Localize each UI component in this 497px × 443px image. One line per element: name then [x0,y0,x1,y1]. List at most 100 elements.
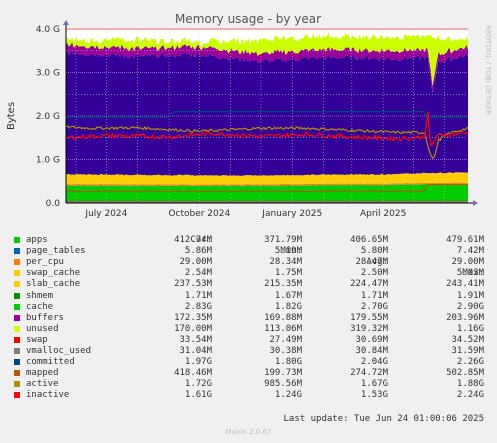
legend-name: inactive [26,390,70,401]
legend-min: 371.79M [264,235,302,246]
legend-name: slab_cache [26,279,81,290]
legend-swatch [14,348,20,355]
legend-min: 1.80G [274,357,302,368]
legend-swatch [14,281,20,288]
legend-max: 29.00M [451,257,484,268]
tick-labels: 0.0 1.0 G 2.0 G 3.0 G 4.0 G July 2024 October … [36,25,406,219]
legend-row-committed: committed 1.97G 1.80G 2.04G 2.26G [14,357,484,368]
legend-max: 1.16G [456,323,484,334]
legend-min: 215.35M [264,279,302,290]
legend-name: active [26,379,59,390]
legend-row-active: active 1.72G 985.56M 1.67G 1.88G [14,379,484,390]
legend-avg: 28.47M [355,257,388,268]
munin-version: Munin 2.0.67 [225,428,272,436]
legend-swatch [14,303,20,310]
header-min: Min: [280,246,302,257]
legend-name: apps [26,235,48,246]
legend-cur: 172.35M [174,312,212,323]
legend-min: 30.38M [269,346,302,357]
area-page_tables [66,183,468,187]
stacked-areas [66,32,468,203]
legend-swatch [14,292,20,299]
legend-swatch [14,314,20,321]
line-active [65,124,469,159]
legend-swatch [14,270,20,277]
legend-avg: 1.71M [360,290,388,301]
y-tick-label: 3.0 G [36,69,60,79]
legend-row-page_tables: page_tables 5.86M 5.09M 5.80M 7.42M [14,246,484,257]
x-tick-label: July 2024 [84,209,127,219]
x-tick-label: January 2025 [261,209,322,219]
legend-cur: 1.61G [184,390,212,401]
legend-name: unused [26,323,59,334]
last-update: Last update: Tue Jun 24 01:00:06 2025 [283,414,484,424]
legend-row-shmem: shmem 1.71M 1.67M 1.71M 1.91M [14,291,484,302]
rrdtool-credit: RRDTOOL / TOBI OETIKER [484,25,492,115]
legend-row-slab_cache: slab_cache 237.53M 215.35M 224.47M 243.41M [14,279,484,290]
legend-name: shmem [26,290,54,301]
legend-avg: 2.70G [360,301,388,312]
x-tick-label: April 2025 [360,209,406,219]
legend-row-per_cpu: per_cpu 29.00M 28.34M 28.47M 29.00M [14,257,484,268]
y-tick-label: 1.0 G [36,156,60,166]
legend-rows: apps 412.74M 371.79M 406.65M 479.61M page_tab… [14,235,484,401]
area-slab_cache [66,172,468,185]
legend-name: per_cpu [26,257,64,268]
legend-avg: 2.04G [360,357,388,368]
chart-title: Memory usage - by year [175,12,321,26]
legend-name: committed [26,357,75,368]
legend-name: buffers [26,312,64,323]
legend-min: 1.82G [274,301,302,312]
memory-chart: Memory usage - by year Bytes RRDTOOL / T… [6,12,492,219]
legend-avg: 274.72M [350,368,388,379]
legend-row-mapped: mapped 418.46M 199.73M 274.72M 502.85M [14,368,484,379]
line-mapped [66,184,468,192]
line-series [65,111,469,203]
legend-max: 502.85M [446,368,484,379]
legend-cur: 237.53M [174,279,212,290]
legend-name: page_tables [26,246,86,257]
legend-swatch [14,259,20,266]
line-committed [66,111,468,118]
x-tick-label: October 2024 [168,209,230,219]
legend-avg: 224.47M [350,279,388,290]
legend-row-inactive: inactive 1.61G 1.24G 1.53G 2.24G [14,390,484,401]
legend-row-swap_cache: swap_cache 2.54M 1.75M 2.50M 5.03M [14,268,484,279]
y-tick-label: 4.0 G [36,25,60,35]
legend-cur: 5.86M [184,246,212,257]
legend-table: Cur: Min: Avg: Max: apps 412.74M 371.79M 40… [14,224,484,402]
area-unused [66,32,468,86]
legend-max: 479.61M [446,235,484,246]
legend-avg: 5.80M [360,246,388,257]
legend-avg: 30.84M [355,346,388,357]
legend-cur: 2.83G [184,301,212,312]
y-tick-label: 2.0 G [36,112,60,122]
legend-swatch [14,248,20,255]
legend-name: swap_cache [26,268,81,279]
legend-row-vmalloc_used: vmalloc_used 31.04M 30.38M 30.84M 31.59M [14,346,484,357]
legend-min: 27.49M [269,334,302,345]
legend-swatch [14,336,20,343]
legend-swatch [14,381,20,388]
legend-max: 7.42M [456,246,484,257]
legend-avg: 2.50M [360,268,388,279]
legend-max: 2.26G [456,357,484,368]
legend-avg: 179.55M [350,312,388,323]
legend-max: 1.88G [456,379,484,390]
legend-max: 2.24G [456,390,484,401]
legend-row-apps: apps 412.74M 371.79M 406.65M 479.61M [14,235,484,246]
area-apps [66,184,468,203]
legend-min: 985.56M [264,379,302,390]
y-tick-label: 0.0 [46,199,61,209]
legend-max: 34.52M [451,334,484,345]
legend-max: 5.03M [456,268,484,279]
legend-swatch [14,237,20,244]
legend-swatch [14,359,20,366]
legend-avg: 1.67G [360,379,388,390]
legend-min: 169.88M [264,312,302,323]
legend-cur: 1.72G [184,379,212,390]
legend-max: 2.90G [456,301,484,312]
legend-cur: 170.00M [174,323,212,334]
header-max: Max: [462,268,484,279]
legend-name: swap [26,334,48,345]
